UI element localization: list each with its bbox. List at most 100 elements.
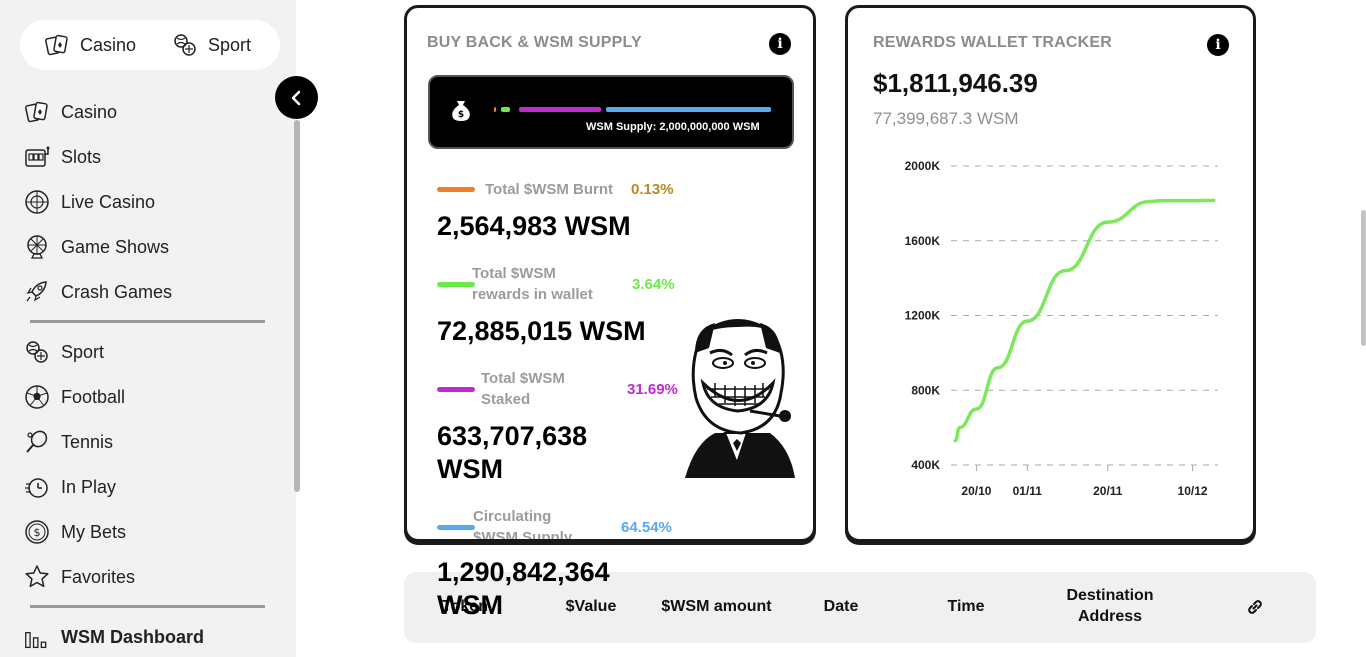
bar-chart-icon	[25, 632, 47, 649]
circulating-value-line: WSM	[437, 590, 503, 620]
switch-sport-label: Sport	[208, 34, 252, 55]
sidebar-item-slots[interactable]: Slots	[24, 142, 101, 172]
column-header-wsm-amount[interactable]: $WSM amount	[661, 598, 772, 615]
rewards-value: 72,885,015 WSM	[437, 316, 646, 346]
sidebar-item-label: Favorites	[61, 566, 136, 587]
cards-icon	[45, 34, 68, 56]
rocket-icon	[26, 281, 47, 302]
sidebar-item-label: Football	[61, 386, 126, 407]
slot-machine-icon	[25, 146, 50, 167]
burnt-value: 2,564,983 WSM	[437, 211, 631, 241]
sidebar-divider	[30, 605, 265, 608]
column-header-value[interactable]: $Value	[565, 598, 617, 615]
staked-label-line: Staked	[481, 391, 531, 408]
staked-label-line: Total $WSM	[481, 370, 565, 387]
svg-text:$: $	[34, 526, 41, 539]
stopwatch-icon	[25, 478, 48, 498]
staked-value-line: WSM	[437, 454, 503, 484]
sidebar-divider	[30, 320, 265, 323]
rewards-pct: 3.64%	[632, 276, 675, 293]
sidebar-item-label: Crash Games	[61, 281, 173, 302]
sidebar-item-label: Tennis	[61, 431, 114, 452]
staked-value-line: 633,707,638	[437, 421, 588, 451]
burnt-label: Total $WSM Burnt	[485, 181, 614, 198]
rewards-wsm: 77,399,687.3 WSM	[873, 109, 1019, 128]
rewards-amount: $1,811,946.39	[873, 68, 1038, 98]
burnt-bar	[494, 107, 496, 112]
circulating-pct: 64.54%	[621, 519, 672, 536]
sidebar-item-label: Sport	[61, 341, 105, 362]
casino-sport-switch: Casino Sport	[20, 20, 280, 70]
x-tick-label: 20/11	[1093, 484, 1123, 498]
sidebar: Casino Sport Casino Slots Live Casino Ga…	[0, 0, 300, 657]
sidebar-item-tennis[interactable]: Tennis	[24, 427, 113, 457]
money-bag-icon: $	[452, 101, 470, 121]
y-tick-label: 400K	[911, 458, 940, 472]
sidebar-scrollbar[interactable]	[294, 120, 300, 492]
column-header-token[interactable]: Token	[442, 598, 488, 615]
sidebar-item-football[interactable]: Football	[24, 382, 125, 412]
info-icon[interactable]: i	[1207, 34, 1229, 56]
rewards-bar	[501, 107, 510, 112]
collapse-sidebar-button[interactable]	[275, 76, 318, 119]
svg-text:$: $	[458, 110, 464, 120]
roulette-icon	[25, 190, 49, 214]
burnt-legend-line	[437, 187, 475, 192]
sidebar-item-label: Live Casino	[61, 191, 156, 212]
info-icon[interactable]: i	[769, 33, 791, 55]
sidebar-item-label: Slots	[61, 146, 102, 167]
rewards-label: Total $WSM rewards in wallet	[472, 263, 593, 305]
star-icon	[25, 565, 49, 588]
sidebar-item-live-casino[interactable]: Live Casino	[24, 187, 155, 217]
y-tick-label: 800K	[911, 383, 940, 397]
circulating-legend-line	[437, 525, 475, 530]
sidebar-item-in-play[interactable]: In Play	[24, 472, 116, 502]
rewards-label-line: Total $WSM	[472, 265, 556, 282]
y-tick-label: 2000K	[905, 159, 941, 173]
sidebar-item-my-bets[interactable]: $ My Bets	[24, 517, 126, 547]
series-line	[953, 198, 1216, 443]
y-tick-label: 1600K	[905, 234, 941, 248]
chevron-left-icon	[291, 90, 300, 105]
sidebar-item-label: In Play	[61, 476, 117, 497]
circulating-label-line: Circulating	[473, 508, 552, 525]
sidebar-item-casino[interactable]: Casino	[24, 97, 117, 127]
rewards-title: REWARDS WALLET TRACKER	[873, 34, 1113, 51]
staked-value: 633,707,638 WSM	[437, 420, 587, 486]
coin-icon: $	[25, 520, 49, 544]
rewards-line-chart: 2000K 1600K 1200K 800K 400K 20/10 01/11 20/11 10…	[905, 159, 1218, 498]
buyback-card: BUY BACK & WSM SUPPLY i $ WSM Supply: 2,…	[404, 5, 816, 542]
switch-casino-label: Casino	[80, 34, 137, 55]
circulating-value-line: 1,290,842,364	[437, 557, 610, 587]
burnt-pct: 0.13%	[631, 181, 674, 198]
switch-casino-button[interactable]: Casino	[44, 32, 136, 58]
x-tick-label: 20/10	[961, 484, 991, 498]
circulating-label-line: $WSM Supply	[473, 529, 573, 542]
supply-label: WSM Supply: 2,000,000,000 WSM	[586, 121, 760, 133]
sidebar-item-wsm-dashboard[interactable]: WSM Dashboard	[24, 622, 204, 652]
sidebar-item-label: WSM Dashboard	[61, 626, 205, 647]
link-icon[interactable]	[1246, 598, 1264, 616]
column-header-destination[interactable]: Destination Address	[1066, 587, 1154, 625]
staked-bar	[519, 107, 601, 112]
rewards-card: REWARDS WALLET TRACKER i $1,811,946.39 7…	[845, 5, 1256, 542]
sidebar-item-label: Game Shows	[61, 236, 170, 257]
sidebar-item-game-shows[interactable]: Game Shows	[24, 232, 169, 262]
sport-balls-icon	[174, 34, 196, 56]
page-scrollbar[interactable]	[1361, 210, 1366, 346]
sidebar-item-label: Casino	[61, 101, 118, 122]
buyback-title: BUY BACK & WSM SUPPLY	[427, 34, 642, 51]
sidebar-item-crash-games[interactable]: Crash Games	[24, 277, 172, 307]
sport-balls-icon	[26, 341, 48, 363]
supply-box: $ WSM Supply: 2,000,000,000 WSM	[428, 75, 794, 149]
column-header-date[interactable]: Date	[823, 598, 859, 615]
sidebar-item-label: My Bets	[61, 521, 127, 542]
circulating-label: Circulating $WSM Supply	[473, 506, 573, 542]
y-tick-label: 1200K	[905, 309, 941, 323]
tennis-racket-icon	[26, 430, 48, 453]
sidebar-item-sport[interactable]: Sport	[24, 337, 104, 367]
sidebar-item-favorites[interactable]: Favorites	[24, 562, 135, 592]
switch-sport-button[interactable]: Sport	[172, 32, 251, 58]
transactions-table-header: Token $Value $WSM amount Date Time Desti…	[404, 572, 1316, 643]
column-header-time[interactable]: Time	[947, 598, 985, 615]
